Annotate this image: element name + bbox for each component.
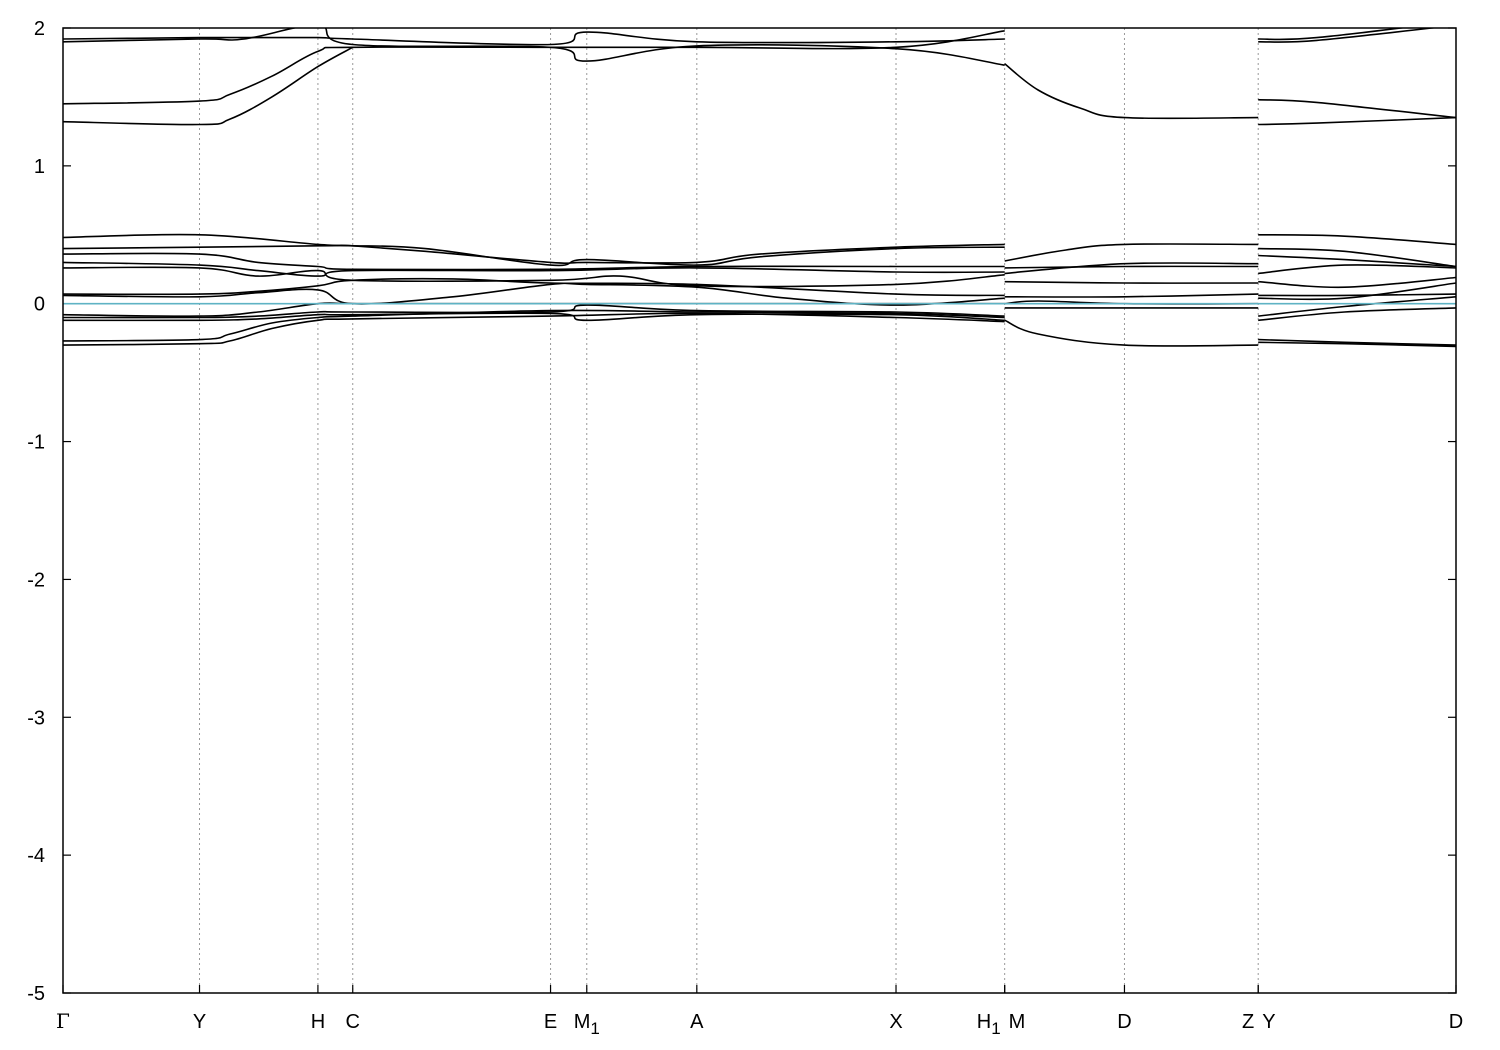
x-tick-label: M xyxy=(1009,1011,1026,1033)
band-line xyxy=(1004,293,1259,298)
band-line xyxy=(63,30,1005,105)
band-line xyxy=(63,46,354,126)
band-line xyxy=(1258,234,1456,246)
band-line xyxy=(63,233,1005,265)
band-line xyxy=(1004,262,1259,275)
x-tick-label: Y xyxy=(1262,1011,1275,1033)
y-tick-label: 2 xyxy=(34,18,45,40)
band-line xyxy=(1258,276,1456,289)
x-tick-label: Γ xyxy=(56,1009,70,1033)
x-tick-label: A xyxy=(690,1011,704,1033)
x-tick-label: D xyxy=(1449,1011,1463,1033)
x-axis: Γ Y H C E M1 A X H1 M D Z Y D xyxy=(56,985,1463,1038)
band-line xyxy=(63,28,1005,66)
y-tick-label: 0 xyxy=(34,294,45,316)
band-line xyxy=(63,309,1005,342)
band-line xyxy=(1258,264,1456,275)
y-tick-label: 1 xyxy=(34,156,45,178)
y-tick-label: -4 xyxy=(27,845,45,867)
x-tick-label: C xyxy=(346,1011,360,1033)
band-line xyxy=(1004,280,1259,284)
band-line xyxy=(63,277,1005,297)
high-symmetry-gridlines xyxy=(199,28,1259,993)
band-line xyxy=(63,312,1005,322)
band-line xyxy=(1004,243,1259,262)
band-line xyxy=(1004,319,1259,347)
band-line xyxy=(1258,98,1456,119)
band-line xyxy=(1004,265,1259,269)
band-line xyxy=(1258,247,1456,268)
band-line xyxy=(63,244,1005,267)
band-line xyxy=(1258,254,1456,268)
x-tick-label: D xyxy=(1117,1011,1131,1033)
band-line xyxy=(1258,307,1456,322)
y-tick-label: -2 xyxy=(27,569,45,591)
band-line xyxy=(1258,341,1456,348)
band-line xyxy=(63,312,1005,346)
x-tick-label: X xyxy=(889,1011,902,1033)
y-tick-label: -1 xyxy=(27,432,45,454)
band-line xyxy=(1258,28,1408,41)
plot-frame xyxy=(62,27,1457,994)
y-tick-label: -5 xyxy=(27,983,45,1005)
y-tick-label: -3 xyxy=(27,707,45,729)
band-line xyxy=(1258,338,1456,346)
band-line xyxy=(1258,296,1456,317)
x-tick-label: E xyxy=(544,1011,557,1033)
band-line xyxy=(63,282,1005,306)
x-tick-label: H1 xyxy=(977,1011,1001,1038)
band-line xyxy=(1258,116,1456,126)
x-tick-label: Y xyxy=(193,1011,206,1033)
band-line xyxy=(63,31,1005,46)
x-tick-label: M1 xyxy=(574,1011,600,1038)
band-line xyxy=(1004,63,1259,120)
x-tick-label: H xyxy=(311,1011,325,1033)
x-tick-label: Z xyxy=(1242,1011,1254,1033)
band-line xyxy=(1258,282,1456,301)
bands-series xyxy=(63,28,1456,348)
y-axis: -5 -4 -3 -2 -1 0 1 2 xyxy=(27,18,1456,1005)
band-line xyxy=(63,261,1005,277)
band-line xyxy=(1258,293,1456,297)
